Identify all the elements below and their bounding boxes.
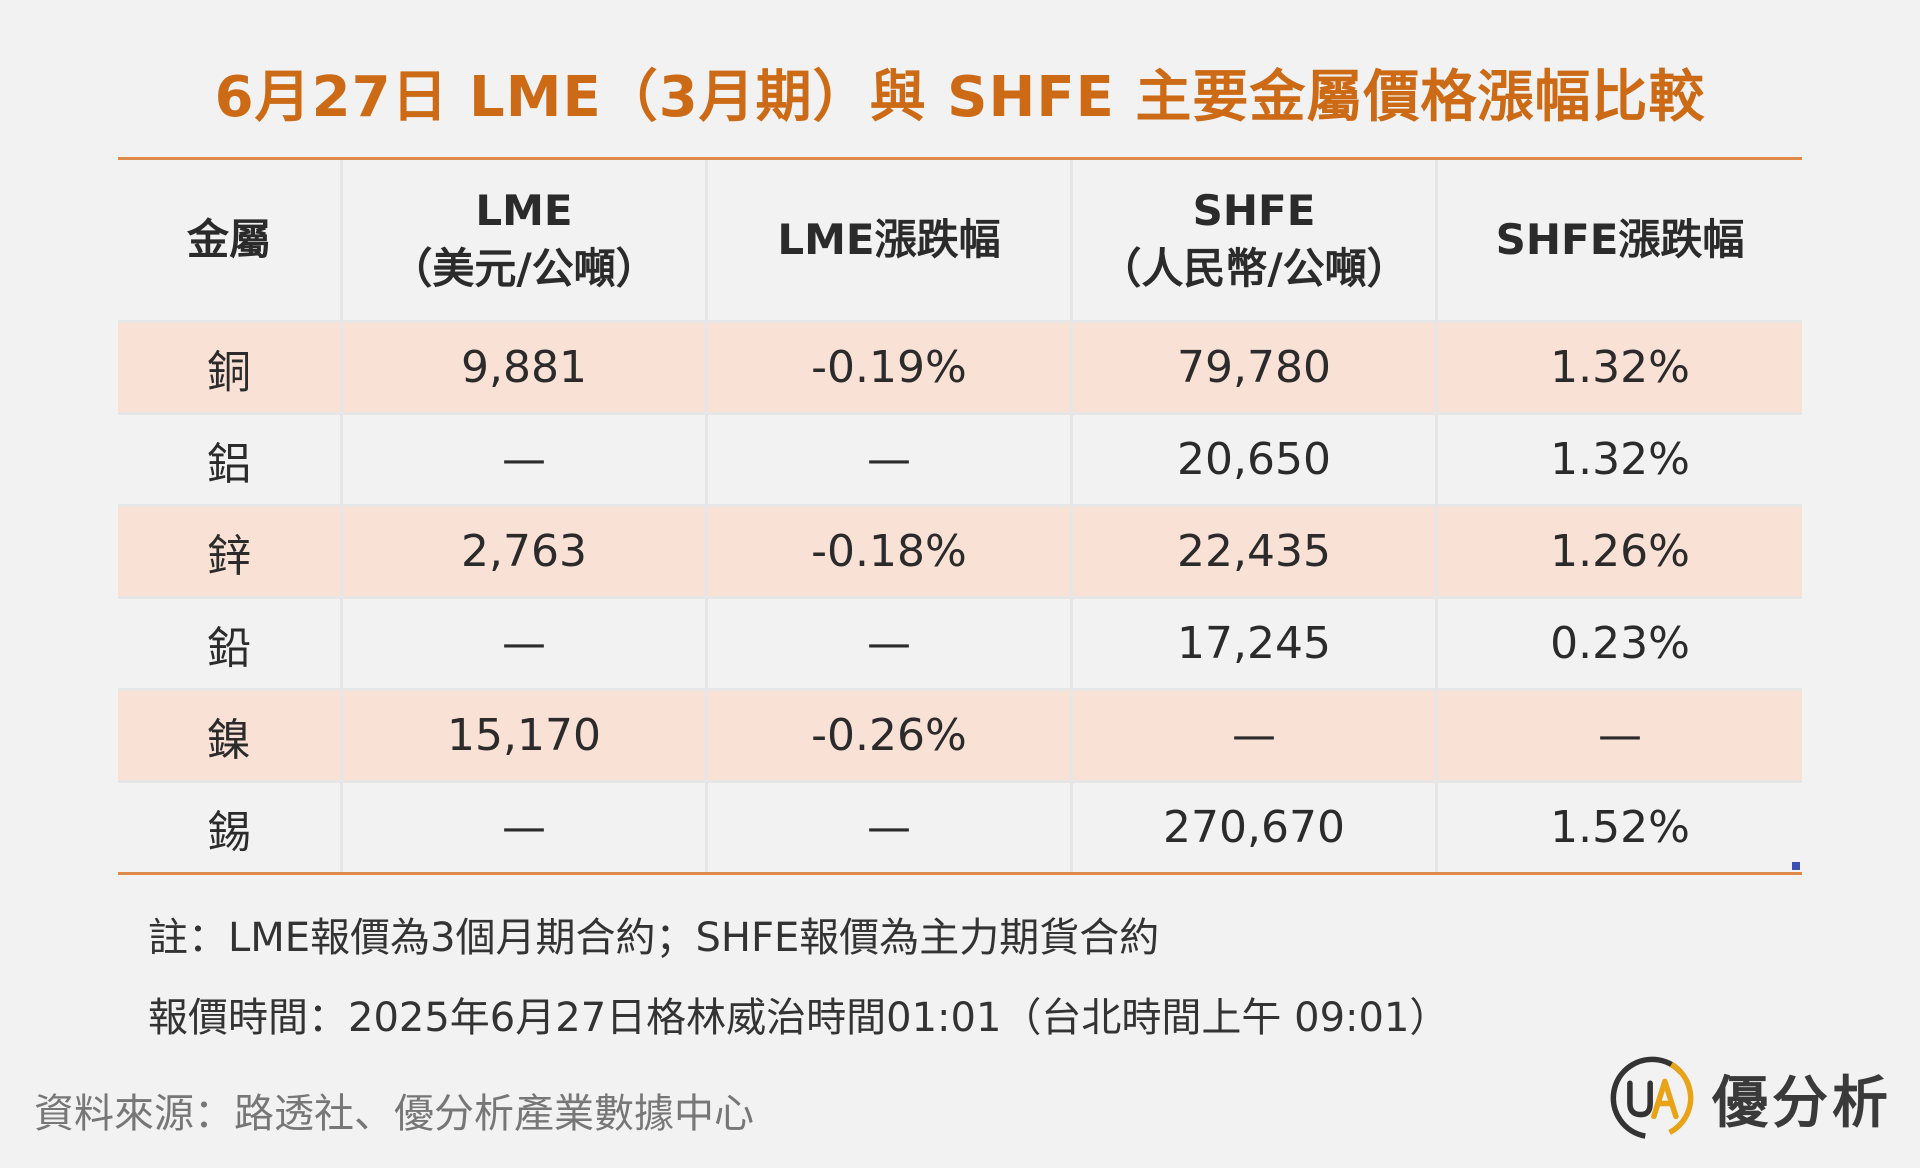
shfe-price-cell: 20,650: [1070, 415, 1435, 504]
lme-change-cell: -0.18%: [705, 507, 1070, 596]
shfe-price-cell: 22,435: [1070, 507, 1435, 596]
shfe-price-cell: 79,780: [1070, 323, 1435, 412]
header-lme-price: LME （美元/公噸）: [340, 160, 705, 320]
table-header-row: 金屬 LME （美元/公噸） LME漲跌幅 SHFE （人民幣/公噸） SHFE…: [118, 160, 1802, 320]
lme-price-cell: —: [340, 599, 705, 688]
table-row: 鋁 — — 20,650 1.32%: [118, 412, 1802, 504]
footnote-quote-time: 報價時間：2025年6月27日格林威治時間01:01（台北時間上午 09:01）: [148, 995, 1450, 1041]
brand-name: 優分析: [1712, 1070, 1892, 1136]
header-shfe-price: SHFE （人民幣/公噸）: [1070, 160, 1435, 320]
header-lme-unit: （美元/公噸）: [390, 244, 658, 293]
shfe-change-cell: 1.52%: [1435, 783, 1802, 872]
lme-change-cell: -0.26%: [705, 691, 1070, 780]
header-metal: 金屬: [118, 160, 340, 320]
page-title: 6月27日 LME（3月期）與 SHFE 主要金屬價格漲幅比較: [214, 65, 1706, 130]
lme-price-cell: —: [340, 783, 705, 872]
shfe-change-cell: 1.32%: [1435, 323, 1802, 412]
ua-logo-icon: [1610, 1056, 1694, 1140]
table-row: 鋅 2,763 -0.18% 22,435 1.26%: [118, 504, 1802, 596]
data-source: 資料來源：路透社、優分析產業數據中心: [34, 1091, 754, 1137]
header-metal-label: 金屬: [186, 215, 271, 264]
table-row: 錫 — — 270,670 1.52%: [118, 780, 1802, 872]
brand-logo: 優分析: [1606, 1052, 1892, 1144]
lme-change-cell: —: [705, 415, 1070, 504]
footnote-contract: 註：LME報價為3個月期合約；SHFE報價為主力期貨合約: [148, 915, 1160, 961]
metal-cell: 鋁: [207, 438, 251, 490]
header-lme-label: LME: [475, 186, 573, 235]
metal-cell: 錫: [207, 806, 251, 858]
shfe-price-cell: —: [1070, 691, 1435, 780]
lme-change-cell: —: [705, 599, 1070, 688]
price-comparison-table: 金屬 LME （美元/公噸） LME漲跌幅 SHFE （人民幣/公噸） SHFE…: [118, 157, 1802, 875]
header-shfe-change: SHFE漲跌幅: [1435, 160, 1802, 320]
lme-price-cell: 2,763: [340, 507, 705, 596]
shfe-change-cell: 0.23%: [1435, 599, 1802, 688]
shfe-price-cell: 270,670: [1070, 783, 1435, 872]
metal-cell: 鋅: [207, 530, 251, 582]
table-row: 鉛 — — 17,245 0.23%: [118, 596, 1802, 688]
shfe-change-cell: —: [1435, 691, 1802, 780]
shfe-price-cell: 17,245: [1070, 599, 1435, 688]
corner-resize-handle: [1792, 862, 1800, 870]
metal-cell: 鉛: [207, 622, 251, 674]
header-shfe-change-label: SHFE漲跌幅: [1495, 215, 1745, 264]
table-row: 銅 9,881 -0.19% 79,780 1.32%: [118, 320, 1802, 412]
lme-price-cell: —: [340, 415, 705, 504]
lme-price-cell: 9,881: [340, 323, 705, 412]
metal-cell: 鎳: [207, 714, 251, 766]
shfe-change-cell: 1.32%: [1435, 415, 1802, 504]
shfe-change-cell: 1.26%: [1435, 507, 1802, 596]
header-shfe-label: SHFE: [1192, 186, 1316, 235]
header-lme-change-label: LME漲跌幅: [777, 215, 1001, 264]
header-shfe-unit: （人民幣/公噸）: [1099, 244, 1409, 293]
lme-change-cell: —: [705, 783, 1070, 872]
metal-cell: 銅: [207, 346, 251, 398]
header-lme-change: LME漲跌幅: [705, 160, 1070, 320]
lme-change-cell: -0.19%: [705, 323, 1070, 412]
table-row: 鎳 15,170 -0.26% — —: [118, 688, 1802, 780]
lme-price-cell: 15,170: [340, 691, 705, 780]
